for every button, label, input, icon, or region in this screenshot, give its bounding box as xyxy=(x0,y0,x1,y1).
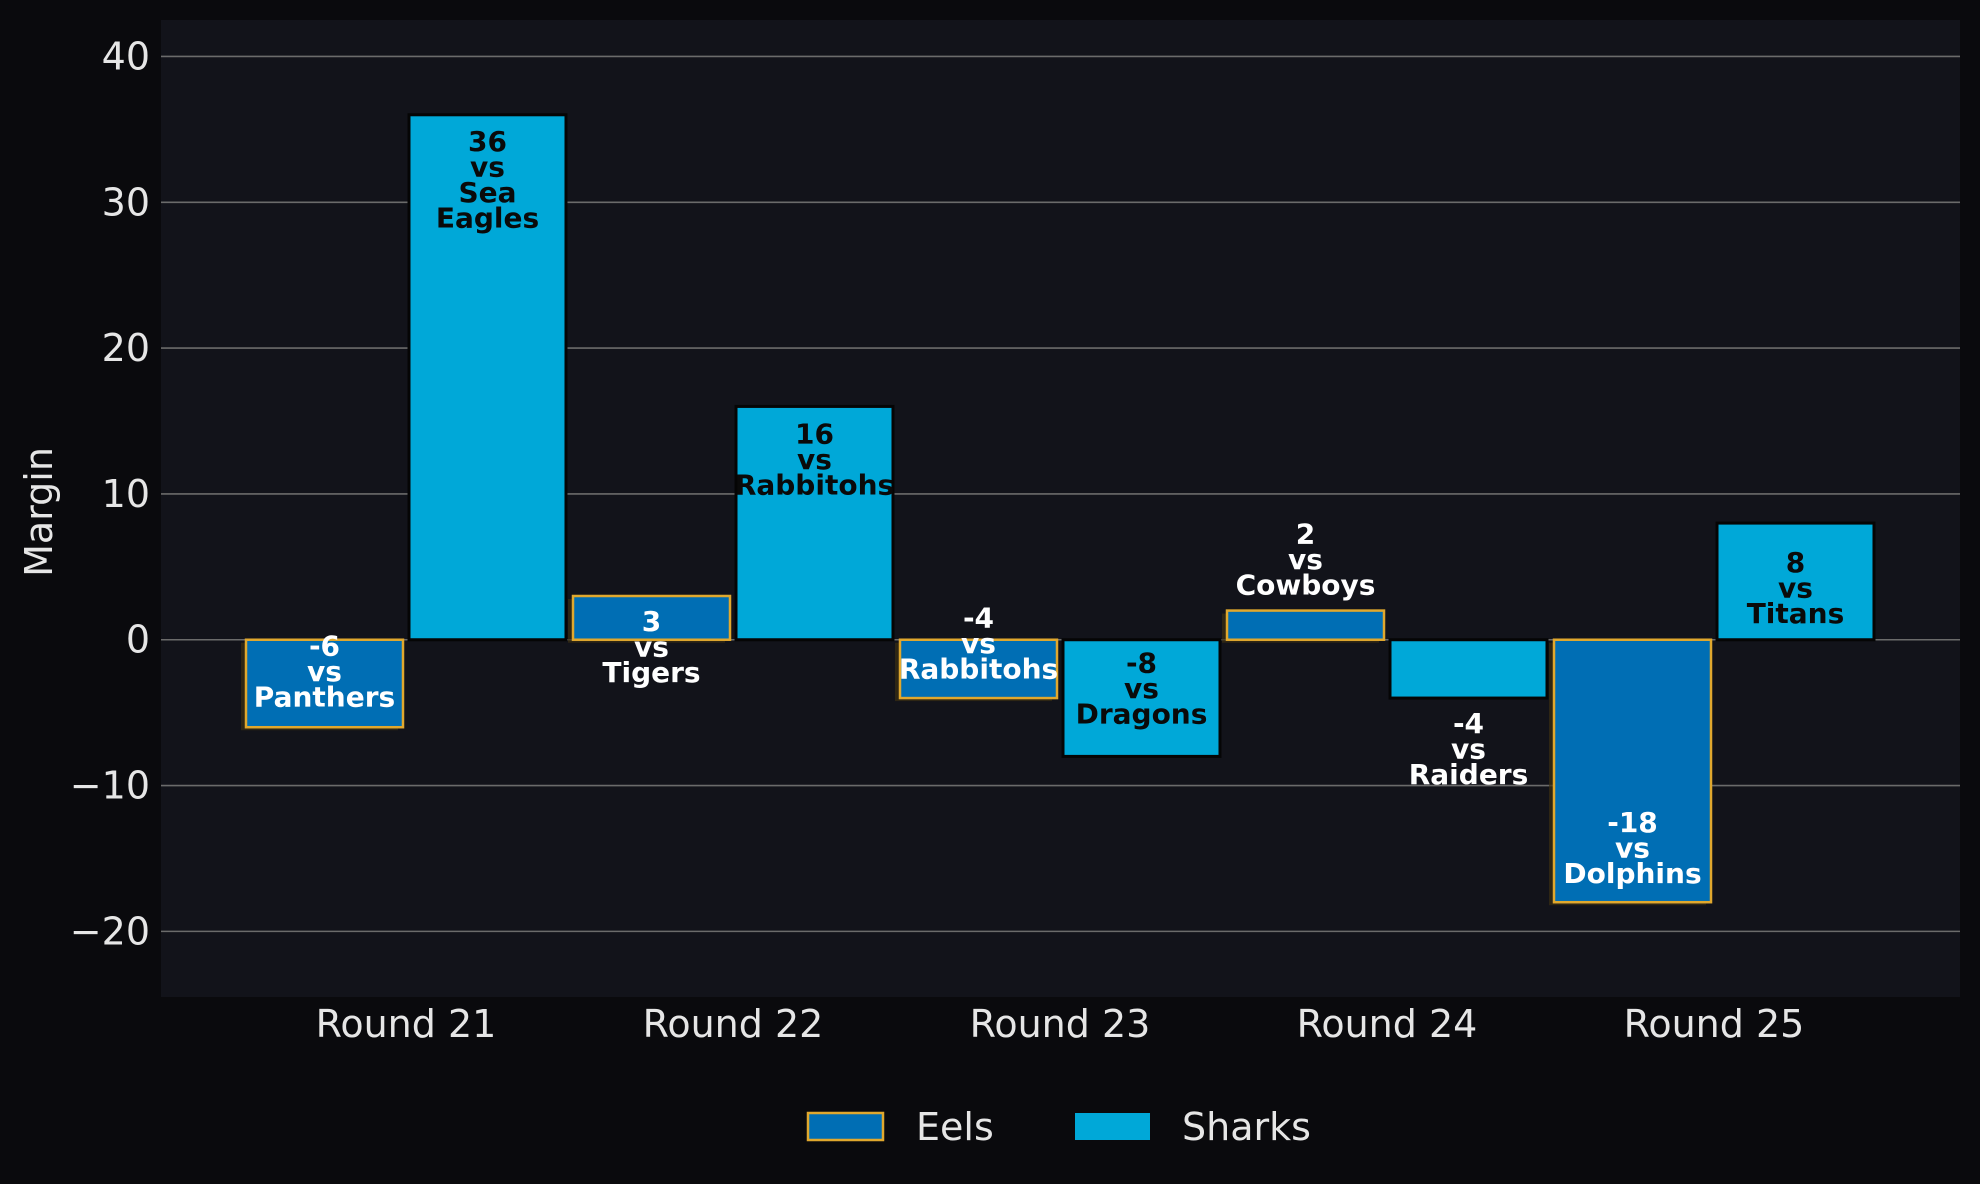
bar-sharks xyxy=(1388,638,1549,700)
bar-eels xyxy=(244,638,405,729)
y-tick-label: 20 xyxy=(102,326,150,370)
bar-data-label: Eagles xyxy=(436,201,539,234)
bar-data-label: 16 xyxy=(795,417,834,450)
bar-eels xyxy=(1225,609,1386,641)
y-axis-label: Margin xyxy=(17,447,61,577)
bar-data-label: Sea xyxy=(458,176,516,209)
legend-swatch-eels xyxy=(806,1111,885,1142)
bar-sharks xyxy=(1061,638,1222,758)
bar-eels xyxy=(1552,638,1713,904)
x-tick-label: Round 24 xyxy=(1297,1002,1478,1046)
bar-sharks xyxy=(734,404,895,642)
bar-data-label: Tigers xyxy=(602,656,700,689)
bar-data-label: Rabbitohs xyxy=(899,653,1058,686)
bar-data-label: Raiders xyxy=(1409,758,1529,791)
x-tick-label: Round 23 xyxy=(970,1002,1151,1046)
bar-data-label: vs xyxy=(634,630,669,663)
bar-data-label: Titans xyxy=(1747,597,1845,630)
bar-data-label: vs xyxy=(1451,733,1486,766)
bar-data-label: 8 xyxy=(1786,546,1805,579)
y-tick-label: 30 xyxy=(102,180,150,224)
bar-data-label: Dolphins xyxy=(1563,857,1701,890)
y-tick-label: −20 xyxy=(70,909,150,953)
bars: -6vsPanthers3vsTigers-4vsRabbitohs2vsCow… xyxy=(241,113,1876,906)
bar-data-label: 2 xyxy=(1296,518,1315,551)
x-tick-label: Round 21 xyxy=(316,1002,497,1046)
bar-data-label: Panthers xyxy=(254,681,395,714)
bar-data-label: vs xyxy=(961,627,996,660)
bar-data-label: vs xyxy=(307,655,342,688)
bar-data-label: Rabbitohs xyxy=(735,468,894,501)
bar-data-label: vs xyxy=(797,443,832,476)
bar-eels xyxy=(571,594,732,641)
x-tick-label: Round 25 xyxy=(1624,1002,1805,1046)
bar-data-label: vs xyxy=(470,150,505,183)
y-tick-label: 40 xyxy=(102,34,150,78)
bar-data-label: vs xyxy=(1615,832,1650,865)
x-tick-label: Round 22 xyxy=(643,1002,824,1046)
y-axis-ticks: −20 −10 0 10 20 30 40 xyxy=(70,34,150,953)
bar-data-label: -4 xyxy=(1453,707,1484,740)
y-tick-label: 0 xyxy=(126,618,150,662)
bar-data-label: -18 xyxy=(1607,806,1658,839)
bar-data-label: vs xyxy=(1288,543,1323,576)
legend-label-sharks: Sharks xyxy=(1182,1105,1311,1149)
legend-label-eels: Eels xyxy=(916,1105,994,1149)
x-axis-ticks: Round 21 Round 22 Round 23 Round 24 Round 25 xyxy=(316,1002,1805,1046)
bar-data-label: -6 xyxy=(309,630,340,663)
bar-sharks xyxy=(407,113,568,642)
legend-swatch-sharks xyxy=(1075,1113,1150,1140)
y-tick-label: 10 xyxy=(102,472,150,516)
bar-data-label: vs xyxy=(1124,672,1159,705)
bar-data-label: vs xyxy=(1778,572,1813,605)
bar-data-label: Dragons xyxy=(1076,698,1208,731)
bar-data-label: -4 xyxy=(963,602,994,635)
y-tick-label: −10 xyxy=(70,764,150,808)
legend: Eels Sharks xyxy=(806,1105,1311,1149)
bar-sharks xyxy=(1715,521,1876,642)
bar-data-label: Cowboys xyxy=(1236,569,1376,602)
bar-eels xyxy=(898,638,1059,700)
bar-data-label: 3 xyxy=(642,605,661,638)
bar-data-label: 36 xyxy=(468,125,507,158)
bar-data-label: -8 xyxy=(1126,647,1157,680)
